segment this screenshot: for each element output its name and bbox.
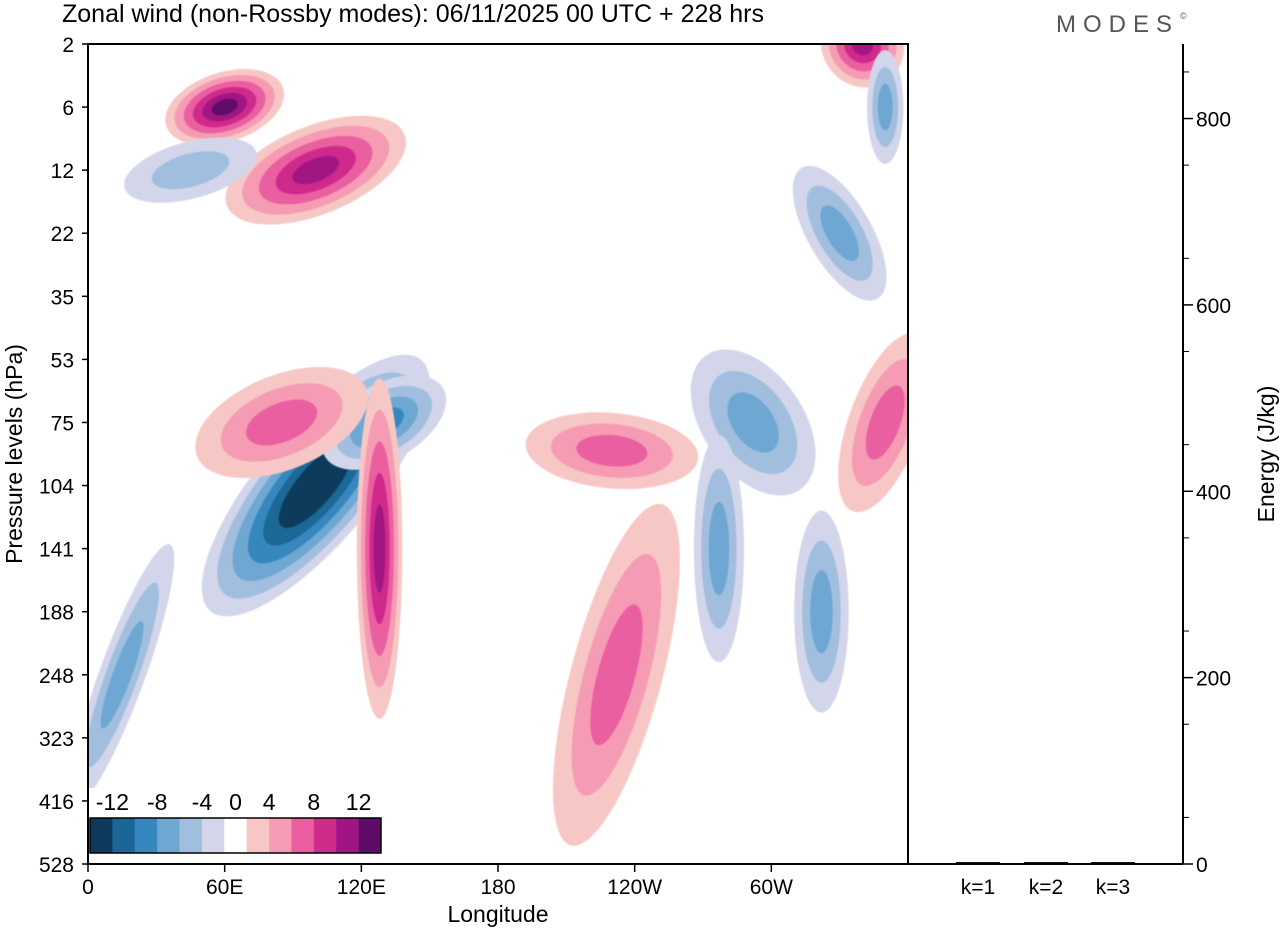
chart-title: Zonal wind (non-Rossby modes): 06/11/202… [62,0,764,28]
colorbar-swatch [179,818,203,853]
colorbar-swatch [291,818,315,853]
energy-bars [956,862,1135,864]
contour-easterly-16 [88,544,175,806]
contour-ring [151,151,230,190]
energy-y-axis: 0 200 400 600 800 [1183,71,1231,877]
colorbar-swatch [358,818,382,853]
contour-easterly-10 [794,510,849,713]
energy-tick-label: 0 [1196,854,1208,877]
contour-westerly-5 [356,378,403,719]
brand-mark: © [1180,11,1187,21]
colorbar-tick-label: 12 [346,789,372,815]
wind-contours [88,44,908,846]
y-tick-label: 35 [51,286,74,309]
y-tick-label: 53 [51,349,74,372]
energy-category-label: k=3 [1096,876,1130,899]
energy-tick-label: 400 [1196,481,1231,504]
y-tick-label: 528 [39,854,74,877]
energy-x-axis: k=1 k=2 k=3 [961,876,1130,899]
contour-ring [590,604,643,746]
contour-westerly-6 [195,366,368,479]
colorbar-swatch [313,818,337,853]
x-axis-label: Longitude [447,901,548,927]
x-tick-label: 120W [607,876,662,899]
y-tick-label: 323 [39,728,74,751]
contour-easterly-14 [867,50,904,164]
energy-tick-label: 200 [1196,668,1231,691]
x-tick-label: 60E [206,876,243,899]
y-tick-label: 141 [39,539,74,562]
contour-ring [708,501,730,596]
contour-easterly-2 [124,137,257,203]
colorbar-swatch [112,818,136,853]
colorbar-swatch [157,818,180,853]
colorbar-tick-label: -8 [147,789,167,815]
contour-easterly-15 [792,165,887,301]
energy-bar [1091,862,1135,864]
y-tick-label: 2 [62,34,74,57]
x-tick-label: 60W [750,876,793,899]
contour-easterly-11 [693,435,745,663]
energy-bar [956,862,1000,864]
x-tick-label: 0 [82,876,94,899]
colorbar-frame [89,817,382,854]
contour-westerly-1 [225,115,407,225]
x-tick-label: 180 [480,876,515,899]
contour-ring [820,205,859,262]
contour-westerly-7 [525,412,699,490]
contour-ring [810,570,833,654]
colorbar-swatch [90,818,113,853]
colorbar-tick-label: -12 [96,789,129,815]
y-tick-label: 6 [62,97,74,120]
energy-tick-label: 800 [1196,109,1231,132]
contour-ring [211,98,238,116]
contour-westerly-9 [838,332,908,513]
colorbar: -12 -8 -4 0 4 8 12 [88,788,383,864]
colorbar-tick-label: 4 [263,789,276,815]
y-tick-label: 12 [51,160,74,183]
energy-category-label: k=1 [961,876,995,899]
energy-bar [1024,862,1068,864]
energy-tick-label: 600 [1196,295,1231,318]
y-tick-label: 188 [39,602,74,625]
colorbar-tick-label: 0 [229,789,242,815]
energy-panel: 0 200 400 600 800 k=1 k=2 k=3 Energy (J/kg) [908,44,1279,899]
contour-westerly-12 [552,503,680,846]
contour-ring [877,83,893,131]
heatmap-panel: -12 -8 -4 0 4 8 12 0 60E 120E 180 120W 60W 26122235… [1,34,909,927]
y-tick-label: 248 [39,665,74,688]
colorbar-tick-label: -4 [192,789,213,815]
modes-logo: MODES © [1056,11,1187,38]
contour-westerly-0 [165,68,285,146]
contour-ring [865,385,905,460]
colorbar-swatch [246,818,270,853]
x-tick-label: 120E [337,876,386,899]
x-axis: 0 60E 120E 180 120W 60W [82,864,793,899]
contour-ring [246,399,318,446]
y-tick-label: 22 [51,223,74,246]
colorbar-swatch [224,818,247,853]
y-tick-label: 104 [39,476,74,499]
energy-category-label: k=2 [1029,876,1063,899]
y-axis-label: Pressure levels (hPa) [1,344,27,564]
contour-ring [292,156,340,185]
colorbar-swatch [269,818,292,853]
colorbar-swatch [134,818,158,853]
contour-ring [294,460,338,511]
contour-ring [373,504,386,593]
y-tick-label: 75 [51,412,74,435]
colorbar-tick-label: 8 [307,789,320,815]
y-axis: 2 6 12 22 35 53 75 104 141 188 248 323 416 528 [39,34,88,877]
colorbar-swatch [201,818,225,853]
contour-ring [100,621,144,729]
brand-text: MODES [1056,11,1179,38]
y-tick-label: 416 [39,791,74,814]
colorbar-swatch [336,818,359,853]
energy-axis-label: Energy (J/kg) [1253,386,1279,523]
contour-ring [576,434,648,467]
contour-ring [851,44,874,56]
contour-ring [727,392,779,453]
